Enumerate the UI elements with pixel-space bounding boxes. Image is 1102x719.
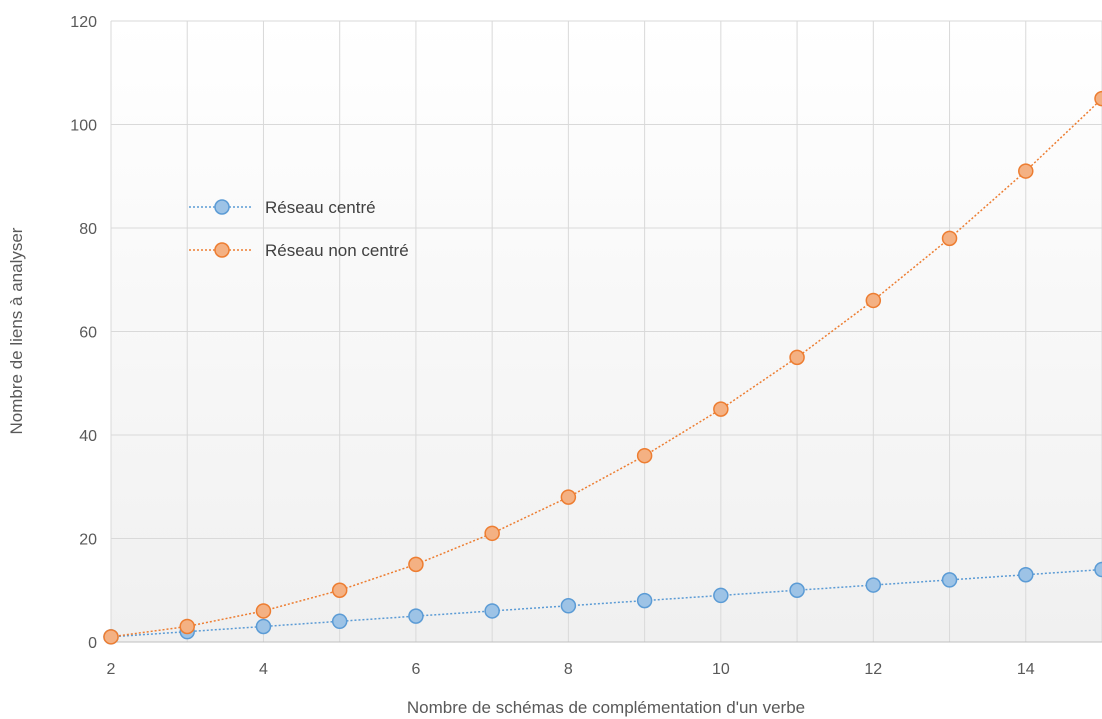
series-2-point	[636, 447, 653, 464]
series-2-point	[1018, 163, 1034, 179]
x-tick-label: 8	[564, 661, 573, 678]
x-tick-label: 6	[411, 661, 420, 678]
x-tick-label: 2	[107, 661, 116, 678]
x-tick-label: 4	[259, 661, 268, 678]
series-1-point	[560, 598, 577, 614]
legend-label-2: Réseau non centré	[265, 241, 409, 260]
series-line-1	[110, 568, 1102, 638]
series-1-point	[484, 603, 500, 619]
series-2-point	[1094, 90, 1102, 107]
series-2-point	[560, 489, 577, 505]
x-tick-label: 12	[864, 661, 882, 678]
y-tick-label: 60	[79, 325, 97, 342]
series-2-point	[484, 525, 500, 542]
series-1-point	[1094, 561, 1102, 578]
series-1-point	[331, 613, 348, 630]
series-1-point	[865, 577, 882, 593]
legend-label-1: Réseau centré	[265, 198, 376, 217]
series-1-point	[941, 572, 958, 588]
series-1-point	[636, 592, 653, 609]
legend-marker-1	[214, 199, 230, 215]
x-axis-title: Nombre de schémas de complémentation d'u…	[407, 698, 805, 717]
y-tick-label: 0	[88, 635, 97, 652]
series-line-2	[110, 98, 1102, 638]
legend-marker-2	[214, 242, 230, 258]
series-2-point	[408, 556, 424, 573]
series-lines	[110, 98, 1102, 638]
grid-lines	[110, 20, 1102, 643]
x-tick-label: 14	[1017, 661, 1035, 678]
series-1-point	[713, 587, 729, 604]
series-1-point	[408, 608, 424, 624]
y-tick-label: 40	[79, 428, 97, 445]
data-points	[103, 90, 1102, 645]
y-tick-label: 100	[70, 118, 97, 135]
series-1-point	[1018, 566, 1034, 583]
series-2-point	[865, 292, 882, 309]
series-2-point	[255, 603, 272, 619]
y-tick-label: 80	[79, 221, 97, 238]
series-2-point	[331, 582, 348, 598]
series-1-point	[789, 582, 805, 598]
legend: Réseau centré Réseau non centré	[189, 198, 409, 260]
tick-labels: 0 20 40 60 80 100 120 2 4 6 8 10 12 14	[70, 14, 1034, 678]
series-2-point	[713, 401, 729, 417]
series-2-point	[789, 349, 805, 366]
series-2-point	[941, 230, 958, 247]
series-1-point	[255, 618, 272, 635]
series-2-point	[179, 618, 195, 635]
y-tick-label: 120	[70, 14, 97, 31]
y-tick-label: 20	[79, 532, 97, 549]
y-axis-title: Nombre de liens à analyser	[7, 227, 26, 434]
x-tick-label: 10	[712, 661, 730, 678]
series-2-point	[103, 629, 119, 645]
